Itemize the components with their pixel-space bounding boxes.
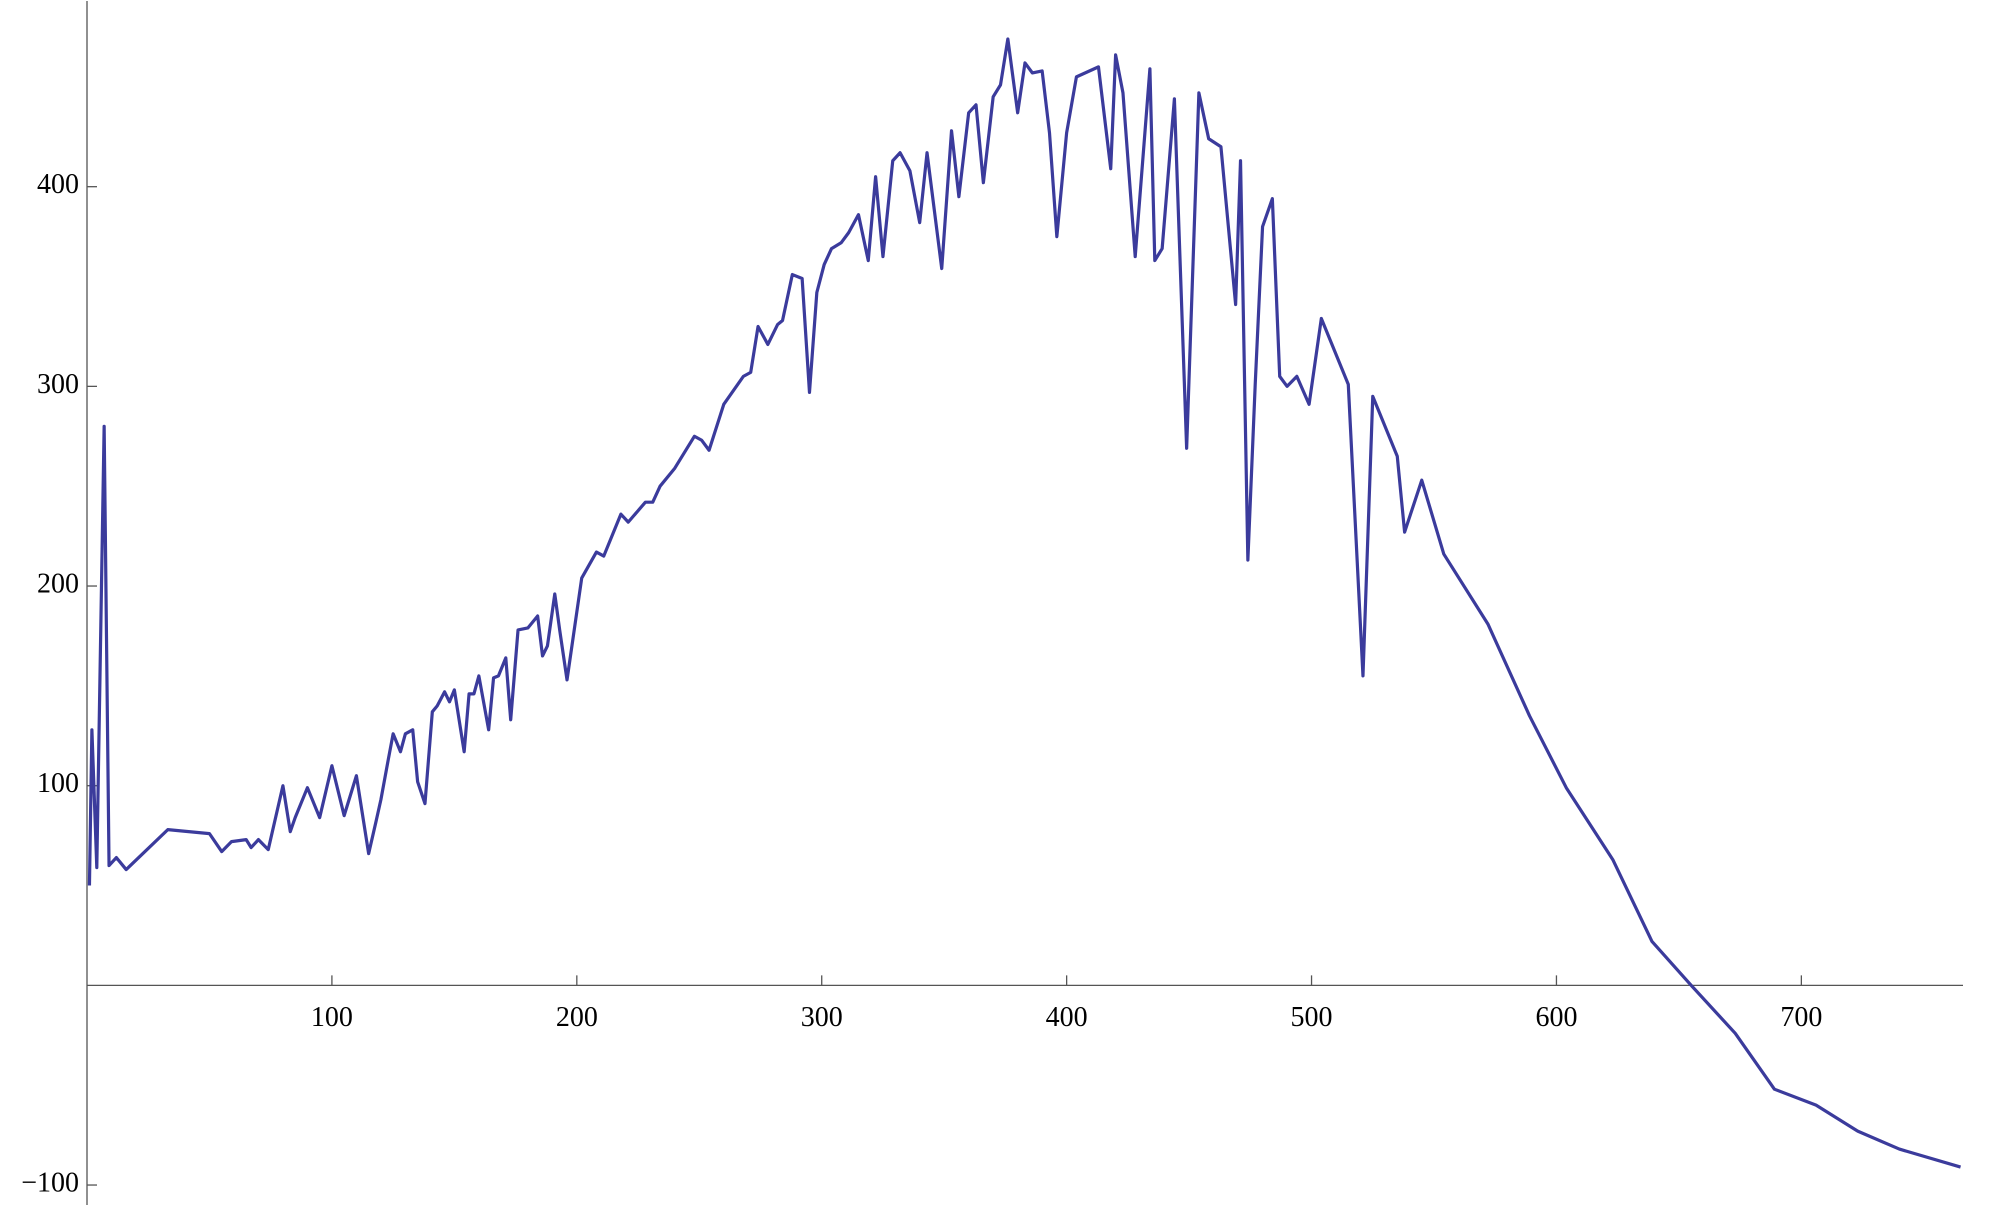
x-tick-label: 300 — [801, 1002, 843, 1033]
x-tick-label: 400 — [1046, 1002, 1088, 1033]
x-tick-label: 500 — [1291, 1002, 1333, 1033]
y-tick-label: 200 — [37, 568, 79, 599]
x-tick-label: 100 — [311, 1002, 353, 1033]
x-tick-label: 200 — [556, 1002, 598, 1033]
y-tick-label: 100 — [37, 768, 79, 799]
y-tick-label: 300 — [37, 369, 79, 400]
y-tick-label: −100 — [21, 1167, 79, 1198]
x-tick-label: 700 — [1780, 1002, 1822, 1033]
data-line — [87, 37, 1962, 1169]
x-tick-label: 600 — [1535, 1002, 1577, 1033]
y-tick-label: 400 — [37, 169, 79, 200]
